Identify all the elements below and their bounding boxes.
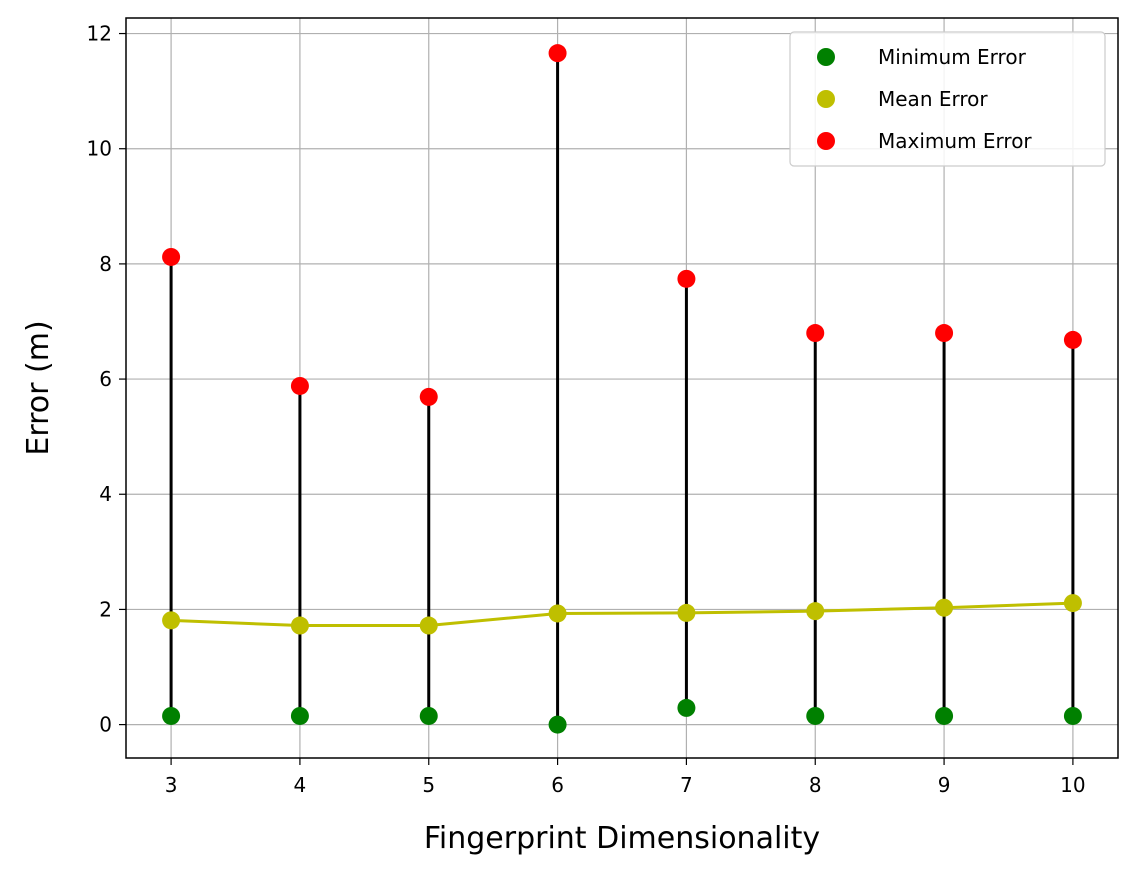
mean-error-point [419, 616, 438, 635]
y-axis-label: Error (m) [21, 320, 56, 455]
mean-error-point [162, 611, 181, 630]
minimum-error-point [935, 706, 954, 725]
maximum-error-point [162, 247, 181, 266]
y-tick-label: 8 [99, 252, 112, 276]
mean-error-point [548, 604, 567, 623]
maximum-error-point [548, 44, 567, 63]
maximum-error-point [677, 269, 696, 288]
mean-error-point [806, 602, 825, 621]
minimum-error-point [806, 706, 825, 725]
y-tick-label: 4 [99, 482, 112, 506]
y-tick-label: 12 [87, 22, 112, 46]
mean-error-point [1063, 594, 1082, 613]
legend-label-minimum-error: Minimum Error [878, 45, 1027, 69]
y-tick-label: 0 [99, 713, 112, 737]
minimum-error-point [290, 706, 309, 725]
data-markers [162, 44, 1082, 734]
mean-error-point [935, 598, 954, 617]
x-tick-label: 10 [1060, 773, 1085, 797]
y-tick-label: 6 [99, 367, 112, 391]
x-tick-label: 8 [809, 773, 822, 797]
legend-marker-mean-error [817, 90, 835, 108]
maximum-error-point [419, 387, 438, 406]
mean-line-path [171, 601, 1073, 628]
mean-error-point [677, 603, 696, 622]
legend-label-mean-error: Mean Error [878, 87, 988, 111]
minimum-error-point [419, 706, 438, 725]
legend: Minimum Error Mean Error Maximum Error [789, 31, 1106, 167]
x-tick-label: 5 [422, 773, 435, 797]
maximum-error-point [1063, 330, 1082, 349]
legend-marker-minimum-error [817, 48, 835, 66]
legend-marker-maximum-error [817, 132, 835, 150]
maximum-error-point [806, 324, 825, 343]
maximum-error-point [935, 324, 954, 343]
minimum-error-point [162, 706, 181, 725]
mean-error-line [171, 601, 1073, 628]
minimum-error-point [677, 698, 696, 717]
legend-label-maximum-error: Maximum Error [878, 129, 1032, 153]
x-tick-label: 3 [165, 773, 178, 797]
y-axis-ticks: 0 2 4 6 8 10 12 [87, 22, 126, 737]
minimum-error-point [548, 715, 567, 734]
maximum-error-point [290, 376, 309, 395]
x-tick-label: 7 [680, 773, 693, 797]
x-tick-label: 4 [294, 773, 307, 797]
minimum-error-point [1063, 706, 1082, 725]
x-axis-label: Fingerprint Dimensionality [424, 821, 820, 856]
x-axis-ticks: 3 4 5 6 7 8 9 10 [165, 758, 1086, 797]
x-tick-label: 6 [551, 773, 564, 797]
x-tick-label: 9 [938, 773, 951, 797]
plot-frame [125, 17, 1119, 759]
y-tick-label: 10 [87, 137, 112, 161]
y-tick-label: 2 [99, 597, 112, 621]
legend-box [789, 31, 1106, 167]
mean-error-point [290, 616, 309, 635]
